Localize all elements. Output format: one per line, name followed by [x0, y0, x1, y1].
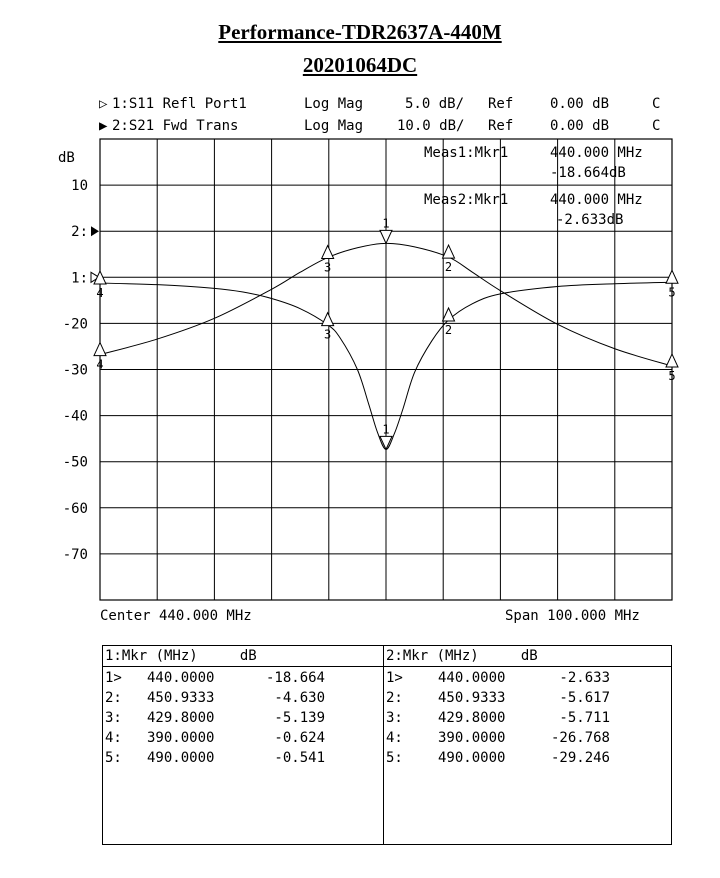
marker-2-s21-icon — [441, 243, 456, 259]
channel-1-ref-pointer-icon — [90, 271, 100, 284]
marker-db-value: -26.768 — [550, 730, 610, 746]
chart-title: Performance-TDR2637A-440M — [218, 20, 502, 44]
marker-5-s11-label: 5 — [668, 285, 675, 299]
y-tick-label: 2: — [71, 224, 88, 240]
channel-2-label: 2:S21 Fwd Trans — [112, 118, 239, 134]
marker-3-s21-icon — [320, 244, 335, 260]
channel-2-format: Log Mag — [304, 118, 364, 134]
channel-1-format: Log Mag — [304, 96, 364, 112]
channel-1-flag: C — [652, 96, 661, 112]
marker-5-s11-icon — [665, 269, 679, 284]
marker-db-value: -0.624 — [274, 730, 325, 746]
marker-frequency: 450.9333 — [438, 690, 506, 706]
meas1-freq: 440.000 MHz — [550, 145, 643, 161]
marker-db-value: -29.246 — [550, 750, 610, 766]
meas1-label: Meas1:Mkr1 — [424, 145, 509, 161]
y-tick-label: -70 — [63, 547, 88, 563]
marker-index: 3: — [105, 710, 122, 726]
marker-index: 4: — [105, 730, 122, 746]
marker-frequency: 390.0000 — [147, 730, 215, 746]
marker-3-s21-label: 3 — [324, 261, 331, 275]
marker-index: 5: — [105, 750, 122, 766]
marker-4-s21-icon — [93, 341, 107, 357]
marker-1-s21-label: 1 — [382, 216, 389, 230]
marker-frequency: 390.0000 — [438, 730, 506, 746]
marker-3-s11-icon — [320, 311, 335, 327]
span-frequency: Span 100.000 MHz — [505, 608, 640, 624]
center-frequency: Center 440.000 MHz — [100, 608, 252, 624]
marker-db-value: -2.633 — [559, 670, 610, 686]
marker-frequency: 429.8000 — [147, 710, 215, 726]
channel-1-scale: 5.0 dB/ — [405, 96, 465, 112]
marker-frequency: 490.0000 — [147, 750, 215, 766]
channel-1-marker-icon: ▷ — [99, 96, 108, 112]
meas1-value: -18.664dB — [550, 165, 626, 181]
marker-index: 1> — [386, 670, 403, 686]
channel-2-marker-icon: ▶ — [99, 118, 108, 134]
marker-1-s11-label: 1 — [382, 422, 389, 436]
y-axis-label: dB — [58, 150, 75, 166]
marker-table-channel-1: 1:Mkr (MHz) dB 1> 440.0000 -18.664 2: 450.93… — [103, 646, 383, 844]
marker-4-s21-label: 4 — [96, 358, 103, 372]
channel-1-label: 1:S11 Refl Port1 — [112, 96, 247, 112]
marker-table-right-header: 2:Mkr (MHz) dB — [386, 648, 538, 664]
y-tick-label: -30 — [63, 363, 88, 379]
marker-db-value: -5.711 — [559, 710, 610, 726]
y-tick-label: 10 — [71, 178, 88, 194]
marker-3-s11-label: 3 — [324, 328, 331, 342]
marker-2-s11-icon — [441, 306, 456, 322]
y-tick-label: -50 — [63, 455, 88, 471]
marker-4-s11-icon — [93, 269, 107, 285]
channel-2-flag: C — [652, 118, 661, 134]
meas2-label: Meas2:Mkr1 — [424, 192, 509, 208]
marker-table: 1:Mkr (MHz) dB 1> 440.0000 -18.664 2: 450.93… — [102, 645, 672, 845]
channel-2-ref-pointer-icon — [91, 226, 99, 237]
marker-frequency: 440.0000 — [147, 670, 215, 686]
marker-index: 3: — [386, 710, 403, 726]
s11-trace — [99, 281, 673, 450]
marker-5-s21-icon — [665, 352, 679, 368]
marker-index: 2: — [105, 690, 122, 706]
marker-db-value: -4.630 — [274, 690, 325, 706]
channel-2-scale: 10.0 dB/ — [397, 118, 465, 134]
marker-index: 5: — [386, 750, 403, 766]
marker-index: 1> — [105, 670, 122, 686]
marker-index: 2: — [386, 690, 403, 706]
marker-table-channel-2: 2:Mkr (MHz) dB 1> 440.0000 -2.633 2: 450.933… — [383, 646, 672, 844]
marker-db-value: -18.664 — [265, 670, 325, 686]
meas2-freq: 440.000 MHz — [550, 192, 643, 208]
y-tick-label: -40 — [63, 409, 88, 425]
chart-subtitle: 20201064DC — [302, 53, 418, 77]
channel-1-ref-value: 0.00 dB — [550, 96, 610, 112]
y-tick-label: -20 — [63, 316, 88, 332]
marker-db-value: -5.617 — [559, 690, 610, 706]
marker-frequency: 490.0000 — [438, 750, 506, 766]
marker-db-value: -5.139 — [274, 710, 325, 726]
marker-index: 4: — [386, 730, 403, 746]
marker-1-s21-icon — [379, 229, 393, 245]
y-tick-label: 1: — [71, 270, 88, 286]
meas2-value: -2.633dB — [556, 212, 624, 228]
marker-frequency: 450.9333 — [147, 690, 215, 706]
channel-2-ref: Ref — [488, 118, 514, 134]
marker-table-left-header: 1:Mkr (MHz) dB — [105, 648, 257, 664]
marker-5-s21-label: 5 — [668, 369, 675, 383]
marker-frequency: 440.0000 — [438, 670, 506, 686]
marker-2-s11-label: 2 — [445, 323, 452, 337]
y-tick-label: -60 — [63, 501, 88, 517]
marker-4-s11-label: 4 — [96, 286, 103, 300]
marker-frequency: 429.8000 — [438, 710, 506, 726]
channel-1-ref: Ref — [488, 96, 514, 112]
marker-2-s21-label: 2 — [445, 260, 452, 274]
marker-db-value: -0.541 — [274, 750, 325, 766]
marker-1-s11-icon — [379, 435, 393, 451]
channel-2-ref-value: 0.00 dB — [550, 118, 610, 134]
